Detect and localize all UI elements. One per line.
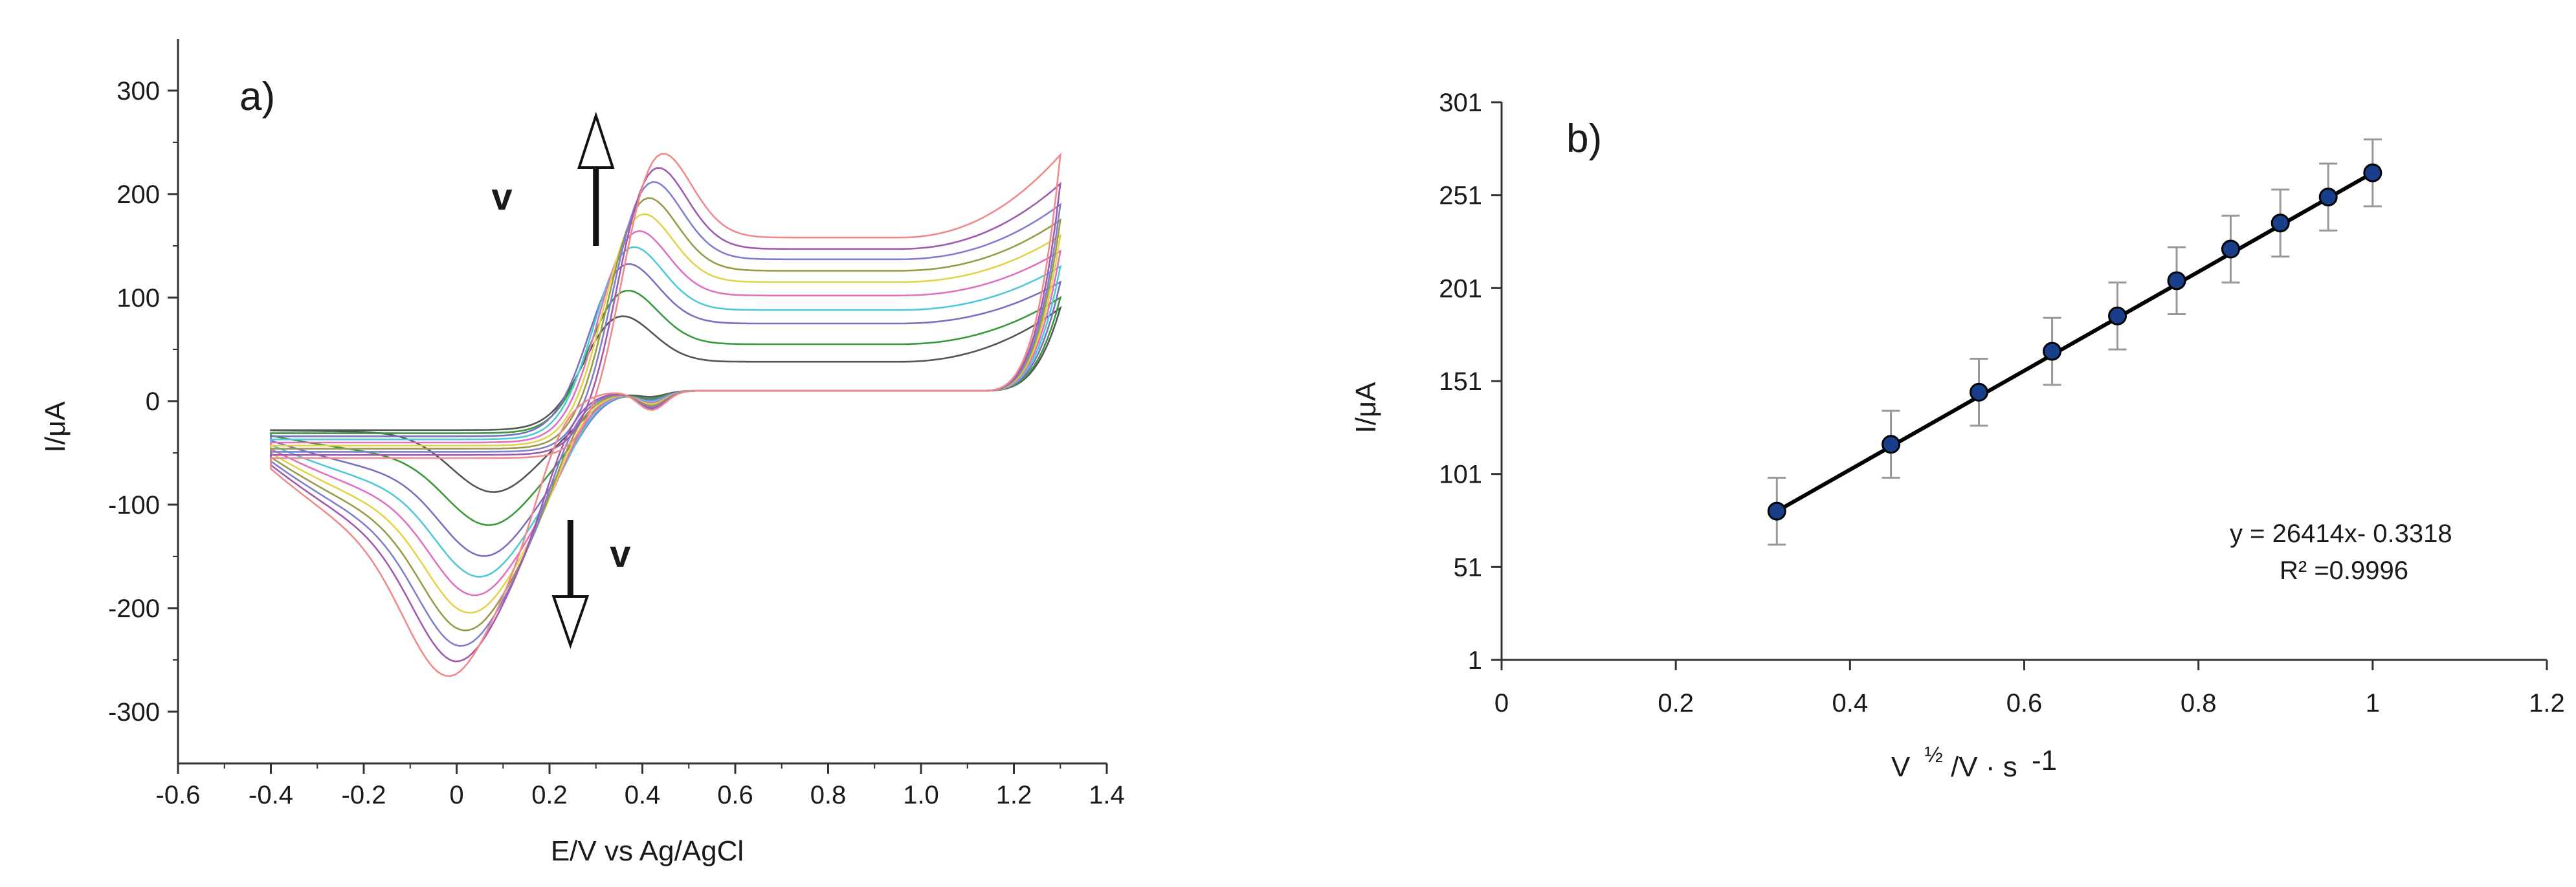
x-tick-label: 1.4 bbox=[1089, 781, 1125, 809]
x-tick-label: 0.8 bbox=[2181, 689, 2217, 717]
cv-curve bbox=[270, 305, 1062, 493]
scan-rate-label-down: v bbox=[610, 533, 630, 575]
x-tick-label: -0.6 bbox=[156, 781, 201, 809]
x-tick-label: 0.8 bbox=[810, 781, 847, 809]
x-tick-label: 0.4 bbox=[625, 781, 661, 809]
panel-a-ticks: -0.6 -0.4 -0.2 0 0.2 0.4 0.6 0.8 1.0 1.2 1.4 300 200… bbox=[108, 77, 1125, 809]
data-point bbox=[2221, 239, 2240, 259]
panel-b-points bbox=[1767, 138, 2382, 546]
cv-curve bbox=[270, 181, 1062, 647]
linear-fit-panel: 0 0.2 0.4 0.6 0.8 1 1.2 301 251 201 151 101 51 1 b) y… bbox=[1350, 89, 2565, 783]
y-tick-label: 251 bbox=[1439, 182, 1482, 210]
x-tick-label: 0 bbox=[449, 781, 463, 809]
x-title-half: ½ bbox=[1924, 743, 1942, 767]
y-tick-label: 51 bbox=[1454, 553, 1483, 582]
x-tick-label: -0.2 bbox=[342, 781, 386, 809]
panel-a-arrows: vv bbox=[491, 111, 631, 650]
scan-rate-label-up: v bbox=[491, 176, 512, 218]
y-tick-label: 201 bbox=[1439, 274, 1482, 303]
x-tick-label: 1.2 bbox=[996, 781, 1032, 809]
panel-b-y-axis-title: I/μA bbox=[1350, 382, 1382, 433]
y-tick-label: -200 bbox=[108, 595, 160, 623]
panel-a-label: a) bbox=[239, 74, 275, 119]
y-tick-label: -100 bbox=[108, 491, 160, 520]
data-point bbox=[1882, 435, 1901, 454]
data-point bbox=[1970, 382, 1989, 402]
x-title-rest: /V · s bbox=[1951, 751, 2017, 783]
data-point bbox=[2363, 163, 2382, 182]
data-point bbox=[2271, 214, 2290, 233]
x-tick-label: 1.2 bbox=[2529, 689, 2565, 717]
data-point bbox=[2043, 342, 2062, 361]
panel-a-curves bbox=[270, 152, 1062, 677]
y-tick-label: 0 bbox=[146, 388, 160, 416]
scan-rate-arrow-up-head bbox=[577, 111, 615, 169]
cv-curve bbox=[270, 289, 1062, 526]
panel-a-x-axis-title: E/V vs Ag/AgCl bbox=[551, 835, 744, 867]
cv-curve bbox=[270, 246, 1062, 578]
x-title-exp: -1 bbox=[2032, 745, 2057, 776]
x-tick-label: 0.2 bbox=[531, 781, 568, 809]
cv-curve bbox=[270, 263, 1062, 557]
x-tick-label: 0.6 bbox=[2006, 689, 2043, 717]
y-tick-label: 100 bbox=[117, 284, 160, 312]
panel-b-label: b) bbox=[1566, 116, 1602, 161]
scan-rate-arrow-down-head bbox=[551, 595, 590, 650]
x-tick-label: 1 bbox=[2366, 689, 2380, 717]
panel-b-ticks: 0 0.2 0.4 0.6 0.8 1 1.2 301 251 201 151 101 51 1 bbox=[1439, 89, 2565, 717]
x-tick-label: 0.4 bbox=[1832, 689, 1869, 717]
cv-curve bbox=[270, 230, 1062, 597]
y-tick-label: 300 bbox=[117, 77, 160, 105]
y-tick-label: 101 bbox=[1439, 461, 1482, 489]
panel-a-y-axis-title: I/μA bbox=[39, 401, 71, 453]
cv-curve bbox=[270, 167, 1062, 663]
cyclic-voltammogram-panel: -0.6 -0.4 -0.2 0 0.2 0.4 0.6 0.8 1.0 1.2 1.4 300 200… bbox=[39, 39, 1125, 867]
x-tick-label: 1.0 bbox=[903, 781, 939, 809]
y-tick-label: 1 bbox=[1468, 646, 1482, 675]
fit-r-squared: R² =0.9996 bbox=[2280, 556, 2408, 585]
x-tick-label: 0.2 bbox=[1658, 689, 1694, 717]
y-tick-label: 151 bbox=[1439, 367, 1482, 396]
data-point bbox=[1767, 501, 1786, 521]
cv-curve bbox=[270, 152, 1062, 677]
data-point bbox=[2108, 306, 2127, 325]
fit-equation: y = 26414x- 0.3318 bbox=[2230, 520, 2452, 548]
x-tick-label: -0.4 bbox=[249, 781, 293, 809]
x-title-v: V bbox=[1891, 751, 1911, 783]
data-point bbox=[2318, 188, 2338, 207]
panel-b-x-axis-title: V ½ /V · s -1 bbox=[1891, 737, 2057, 783]
y-tick-label: -300 bbox=[108, 698, 160, 727]
x-tick-label: 0 bbox=[1494, 689, 1509, 717]
data-point bbox=[2167, 271, 2186, 290]
x-tick-label: 0.6 bbox=[717, 781, 753, 809]
y-tick-label: 301 bbox=[1439, 89, 1482, 117]
y-tick-label: 200 bbox=[117, 181, 160, 209]
